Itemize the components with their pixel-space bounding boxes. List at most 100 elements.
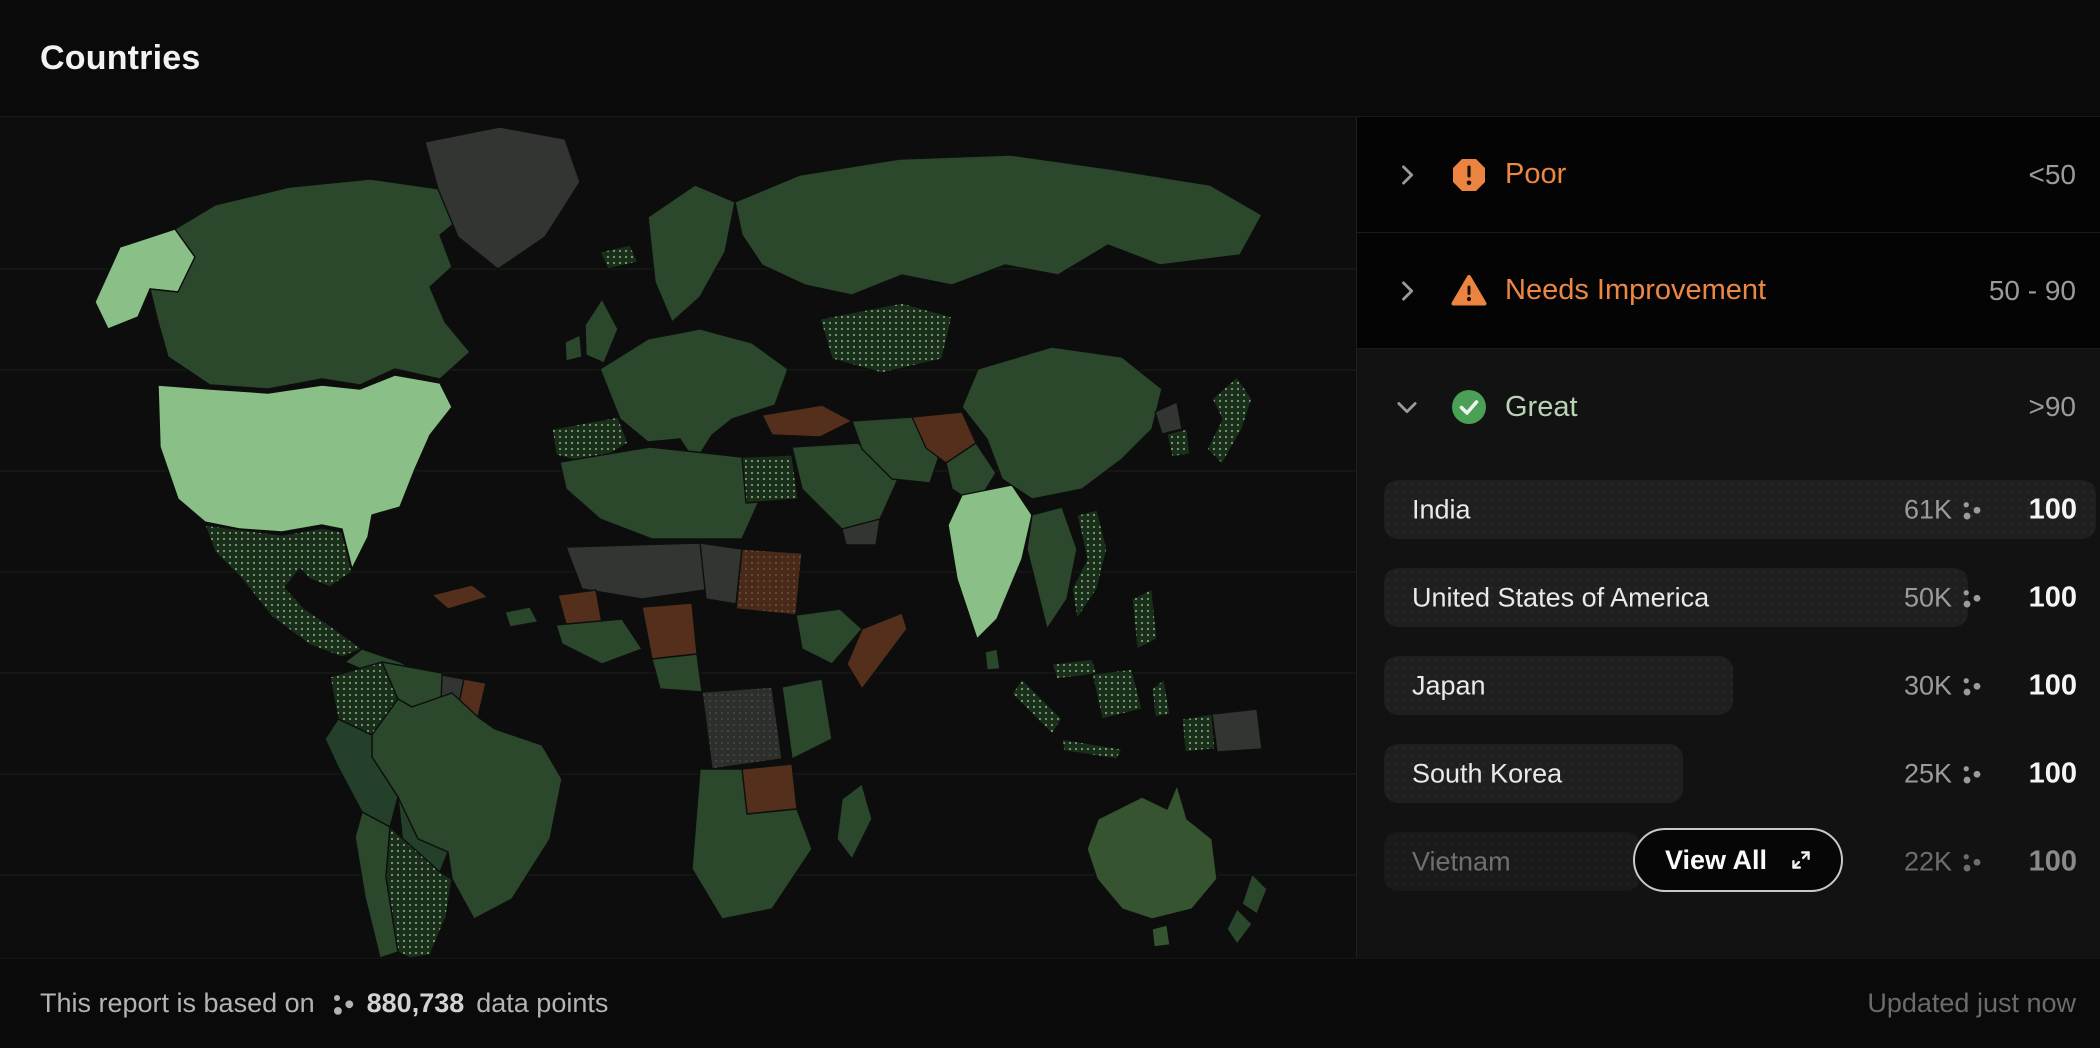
region-guinea[interactable]	[557, 589, 603, 625]
region-usa[interactable]	[157, 374, 453, 570]
country-row[interactable]: South Korea 25K 100	[1384, 744, 2096, 803]
region-scandinavia[interactable]	[647, 184, 736, 323]
world-map-svg[interactable]	[0, 117, 1356, 958]
data-points-dots-icon	[1963, 853, 1981, 871]
region-west-papua[interactable]	[1181, 713, 1216, 753]
region-turkey[interactable]	[761, 404, 853, 438]
region-mexico[interactable]	[204, 524, 363, 658]
region-madagascar[interactable]	[836, 783, 873, 860]
world-map[interactable]	[0, 117, 1356, 958]
region-egypt[interactable]	[741, 454, 799, 504]
check-circle-icon	[1452, 390, 1486, 424]
category-range: >90	[2028, 391, 2077, 422]
region-sahel[interactable]	[565, 542, 713, 600]
region-sri-lanka[interactable]	[984, 648, 1001, 671]
region-sudan[interactable]	[735, 548, 803, 616]
region-west-africa[interactable]	[555, 618, 643, 665]
data-points-count: 880,738	[366, 988, 465, 1018]
region-india[interactable]	[947, 484, 1033, 640]
country-name: Japan	[1412, 670, 1486, 700]
region-argentina[interactable]	[385, 826, 453, 958]
region-hispaniola[interactable]	[504, 606, 539, 628]
region-russia[interactable]	[734, 154, 1263, 296]
region-canada[interactable]	[149, 178, 471, 390]
region-australia[interactable]	[1086, 784, 1218, 920]
country-data-points: 22K	[1904, 846, 1982, 877]
region-nigeria[interactable]	[641, 602, 698, 660]
region-zambia[interactable]	[741, 763, 798, 815]
country-row[interactable]: Vietnam 22K 100	[1384, 832, 2096, 891]
region-europe[interactable]	[599, 328, 789, 463]
chevron-right-icon	[1402, 280, 1414, 301]
country-row[interactable]: Japan 30K 100	[1384, 656, 2096, 715]
country-data-points: 25K	[1904, 758, 1982, 789]
country-row[interactable]: United States of America 50K 100	[1384, 568, 2096, 627]
region-png[interactable]	[1211, 708, 1263, 753]
region-cameroon[interactable]	[651, 653, 703, 693]
header: Countries	[0, 0, 2100, 117]
country-name: United States of America	[1412, 582, 1710, 612]
region-southern-africa[interactable]	[691, 768, 813, 920]
region-north-africa[interactable]	[559, 446, 761, 540]
country-volume-bar	[1384, 656, 1733, 715]
region-malaysia[interactable]	[1051, 658, 1098, 680]
country-data-points-value: 61K	[1903, 494, 1952, 524]
expand-diagonal-icon	[1792, 851, 1810, 869]
country-data-points-value: 22K	[1903, 846, 1952, 876]
view-all-button[interactable]: View All	[1633, 828, 1844, 892]
region-kazakhstan[interactable]	[819, 302, 953, 374]
region-north-korea[interactable]	[1154, 401, 1183, 435]
page-title: Countries	[40, 38, 201, 77]
data-points-dots-icon	[1963, 765, 1981, 783]
region-new-zealand[interactable]	[1226, 873, 1268, 945]
category-row-poor[interactable]: Poor <50	[1357, 117, 2100, 233]
region-borneo[interactable]	[1091, 668, 1143, 720]
region-philippines[interactable]	[1131, 588, 1158, 650]
region-china[interactable]	[961, 346, 1163, 500]
region-somalia[interactable]	[846, 612, 908, 690]
data-points-dots-icon	[333, 994, 353, 1015]
report-prefix: This report is based on	[40, 988, 315, 1018]
category-range: <50	[2028, 158, 2077, 190]
region-south-korea[interactable]	[1166, 428, 1191, 458]
region-ireland[interactable]	[564, 334, 583, 362]
country-score: 100	[2028, 493, 2077, 525]
region-java[interactable]	[1061, 738, 1123, 760]
region-vietnam[interactable]	[1071, 509, 1108, 620]
chevron-down-icon	[1397, 402, 1417, 414]
country-data-points: 50K	[1904, 582, 1982, 613]
country-data-points: 61K	[1904, 494, 1982, 525]
country-data-points-value: 50K	[1903, 582, 1952, 612]
region-ethiopia[interactable]	[795, 608, 863, 665]
country-volume-bar	[1384, 744, 1684, 803]
region-drc[interactable]	[701, 686, 783, 770]
region-cuba[interactable]	[431, 584, 489, 610]
region-chad[interactable]	[699, 542, 743, 605]
country-score: 100	[2028, 757, 2077, 789]
region-east-africa[interactable]	[781, 678, 833, 760]
region-japan[interactable]	[1206, 376, 1253, 465]
region-sulawesi[interactable]	[1151, 678, 1171, 718]
region-iceland[interactable]	[599, 244, 639, 270]
data-points-dots-icon	[1963, 589, 1981, 607]
category-row-great[interactable]: Great >90	[1357, 349, 2100, 465]
report-summary: This report is based on 880,738 data poi…	[40, 988, 608, 1019]
country-score: 100	[2028, 669, 2077, 701]
report-suffix: data points	[476, 988, 609, 1018]
updated-status: Updated just now	[1867, 988, 2076, 1018]
category-row-needs-improvement[interactable]: Needs Improvement 50 - 90	[1357, 233, 2100, 349]
region-pakistan[interactable]	[945, 442, 997, 506]
country-name: South Korea	[1412, 758, 1563, 788]
region-yemen[interactable]	[841, 518, 881, 546]
map-regions[interactable]	[94, 126, 1268, 958]
country-row[interactable]: India 61K 100	[1384, 480, 2096, 539]
region-tasmania[interactable]	[1151, 924, 1171, 948]
region-greenland[interactable]	[424, 126, 581, 270]
region-indochina[interactable]	[1026, 506, 1078, 630]
region-sumatra[interactable]	[1011, 678, 1063, 735]
category-label: Poor	[1505, 158, 1567, 190]
country-data-points-value: 25K	[1903, 758, 1952, 788]
chevron-right-icon	[1402, 164, 1414, 185]
region-uk[interactable]	[584, 298, 619, 364]
